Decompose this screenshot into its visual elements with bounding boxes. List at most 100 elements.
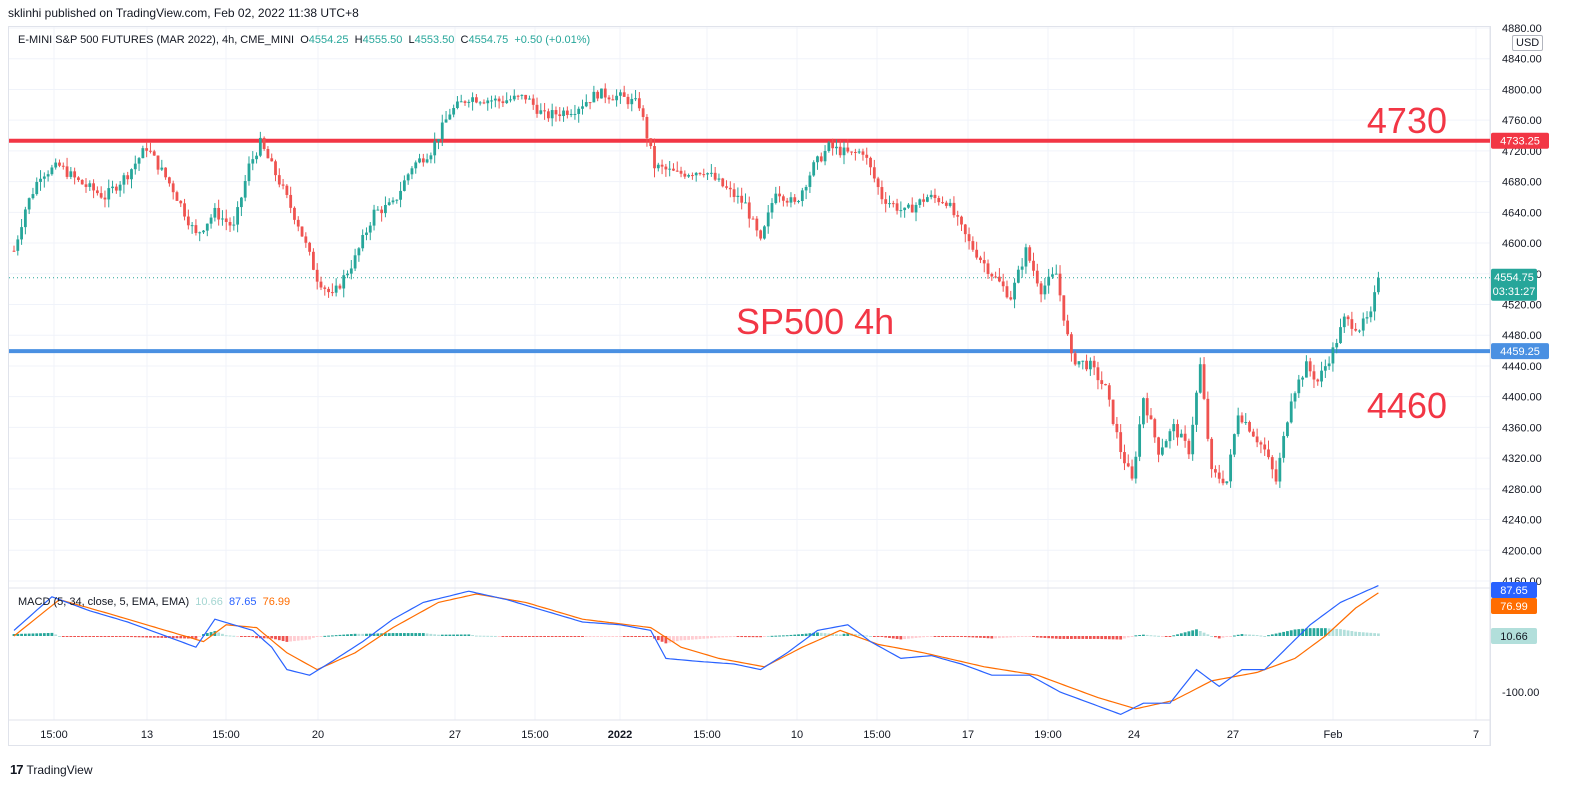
candle-body <box>92 183 95 191</box>
macd-histogram-bar <box>789 634 793 636</box>
macd-histogram-bar <box>224 635 228 637</box>
candle-body <box>391 200 395 203</box>
candle-body <box>565 110 569 115</box>
macd-histogram-bar <box>846 633 850 636</box>
candle-body <box>1236 415 1240 435</box>
candle-body <box>1342 316 1346 328</box>
candle-body <box>1221 478 1225 484</box>
candle-body <box>656 164 660 169</box>
macd-histogram-bar <box>304 636 308 640</box>
candle-body <box>740 195 744 203</box>
macd-histogram-bar <box>1251 634 1255 636</box>
candle-body <box>1240 415 1244 423</box>
candle-body <box>960 216 963 225</box>
macd-histogram-bar <box>1191 630 1195 636</box>
macd-histogram-bar <box>179 636 183 639</box>
macd-histogram-bar <box>1130 636 1134 637</box>
candle-body <box>236 207 240 225</box>
macd-line-tag-label: 87.65 <box>1500 585 1528 597</box>
macd-histogram-bar <box>149 636 152 638</box>
candle-body <box>1225 481 1229 484</box>
macd-histogram-bar <box>584 636 588 637</box>
candle-body <box>247 163 251 182</box>
candle-body <box>194 225 198 234</box>
macd-histogram-bar <box>319 636 323 637</box>
candle-body <box>1316 379 1320 382</box>
candle-body <box>823 150 827 162</box>
candle-body <box>425 159 429 163</box>
macd-histogram-bar <box>565 636 569 637</box>
candle-body <box>1073 353 1077 365</box>
candle-body <box>1142 398 1145 425</box>
macd-histogram-bar <box>315 636 319 637</box>
macd-histogram-bar <box>835 634 838 636</box>
macd-histogram-bar <box>717 636 721 638</box>
candle-body <box>975 249 979 258</box>
macd-histogram-bar <box>1229 636 1232 637</box>
tradingview-logo[interactable]: 17 TradingView <box>10 762 93 777</box>
candle-body <box>812 162 816 176</box>
candle-body <box>23 209 27 228</box>
candle-body <box>501 101 505 104</box>
close-value: 4554.75 <box>468 34 509 46</box>
candle-body <box>850 151 853 153</box>
candle-body <box>145 148 149 151</box>
macd-histogram-bar <box>539 636 543 637</box>
candle-body <box>429 155 433 160</box>
candle-body <box>1032 260 1035 271</box>
price-tick-label: 4680.00 <box>1502 177 1542 189</box>
candle-body <box>270 158 274 162</box>
macd-histogram-bar <box>501 636 505 637</box>
macd-histogram-bar <box>46 633 50 636</box>
candle-body <box>963 224 967 235</box>
macd-histogram-bar <box>160 636 164 638</box>
candle-body <box>69 171 73 177</box>
candle-body <box>1293 393 1297 402</box>
macd-histogram-bar <box>130 636 133 638</box>
candle-body <box>387 202 391 205</box>
high-label: H <box>354 34 363 46</box>
candle-body <box>497 98 501 102</box>
candle-body <box>937 198 941 203</box>
candle-body <box>50 167 54 175</box>
macd-histogram-bar <box>929 636 933 637</box>
macd-histogram-bar <box>1024 636 1028 637</box>
macd-title[interactable]: MACD (5, 34, close, 5, EMA, EMA) <box>18 596 190 608</box>
candle-body <box>380 209 384 214</box>
symbol-name[interactable]: E-MINI S&P 500 FUTURES (MAR 2022), 4h, C… <box>18 34 295 46</box>
candle-body <box>365 232 368 236</box>
macd-histogram-bar <box>1331 628 1335 636</box>
candle-body <box>384 204 387 214</box>
currency-button[interactable]: USD <box>1512 35 1544 51</box>
macd-histogram-bar <box>1202 632 1206 636</box>
candle-body <box>1043 285 1047 295</box>
macd-histogram-bar <box>221 633 224 636</box>
macd-histogram-bar <box>274 636 277 640</box>
candle-body <box>126 175 130 180</box>
macd-histogram-bar <box>600 636 603 637</box>
macd-histogram-bar <box>1358 631 1361 636</box>
macd-histogram-bar <box>922 636 925 638</box>
macd-histogram-bar <box>194 636 198 639</box>
macd-histogram-bar <box>198 636 202 637</box>
macd-histogram-bar <box>1043 636 1047 638</box>
macd-histogram-bar <box>107 636 111 637</box>
macd-histogram-bar <box>12 634 16 636</box>
candle-body <box>463 101 467 103</box>
macd-histogram-bar <box>637 636 641 637</box>
candle-body <box>1104 384 1107 386</box>
macd-histogram-bar <box>437 634 440 636</box>
last-price-label: 4554.75 <box>1494 272 1534 284</box>
macd-histogram-bar <box>77 636 80 637</box>
candle-body <box>1217 472 1221 479</box>
macd-histogram-bar <box>982 636 986 638</box>
candle-body <box>637 98 641 109</box>
candle-body <box>258 137 262 156</box>
macd-histogram-bar <box>562 636 565 637</box>
candle-body <box>1001 281 1005 287</box>
candle-body <box>240 197 243 208</box>
candle-body <box>482 102 486 104</box>
macd-histogram-bar <box>740 636 744 638</box>
macd-histogram-bar <box>615 636 619 637</box>
